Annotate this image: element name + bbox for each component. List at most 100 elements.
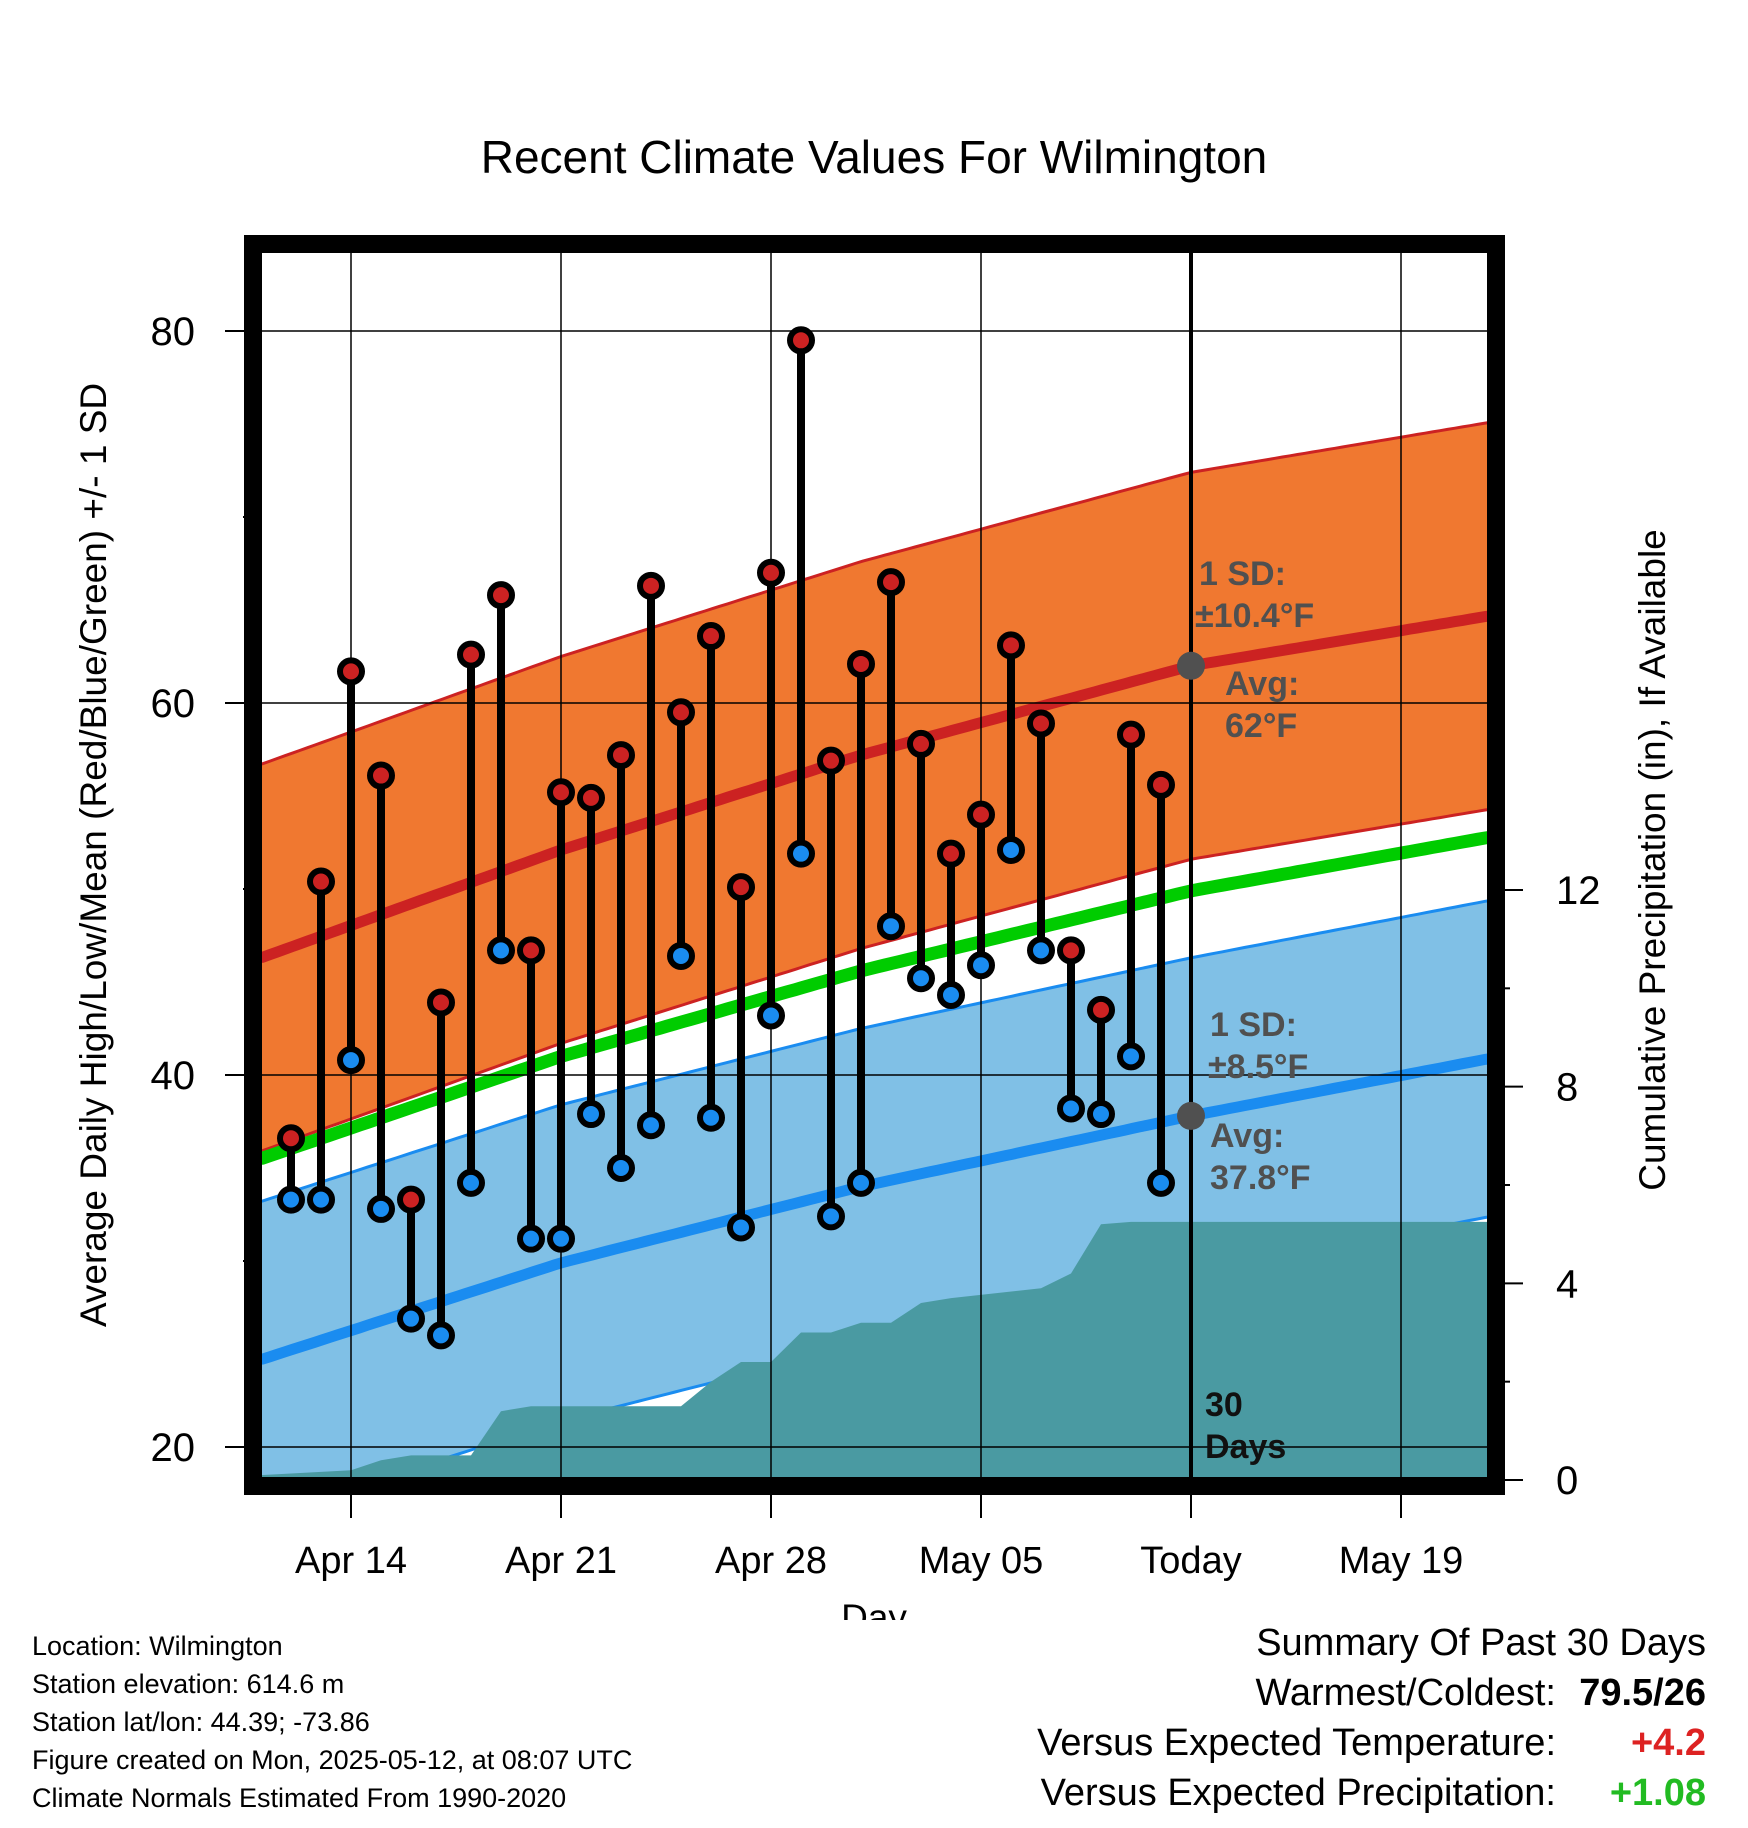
latlon-text: Station lat/lon: 44.39; -73.86	[32, 1707, 370, 1737]
high-point	[787, 326, 815, 355]
low-sd-band-upper-edge	[259, 899, 1489, 1203]
high-point	[727, 873, 755, 902]
today-low-avg-marker	[1177, 1101, 1205, 1130]
high-point	[397, 1185, 425, 1214]
high-sd-band-lower-edge	[259, 807, 1489, 1153]
low-point	[547, 1224, 575, 1253]
high-point	[757, 558, 785, 587]
high-avg-value: 62°F	[1225, 707, 1297, 745]
low-point	[1117, 1042, 1145, 1071]
high-point	[817, 746, 845, 775]
chart-title: Recent Climate Values For Wilmington	[481, 131, 1268, 183]
right-tick-label: 4	[1556, 1262, 1578, 1306]
high-point	[367, 761, 395, 790]
high-point	[697, 622, 725, 651]
high-sd-label: 1 SD:	[1199, 555, 1286, 593]
y-axis-label-left: Average Daily High/Low/Mean (Red/Blue/Gr…	[73, 383, 114, 1327]
high-point	[517, 936, 545, 965]
high-point	[577, 783, 605, 812]
low-point	[397, 1304, 425, 1333]
low-point	[937, 981, 965, 1010]
x-tick-label: Apr 14	[295, 1540, 407, 1582]
high-sd-value: ±10.4°F	[1195, 597, 1314, 635]
high-sd-band	[259, 422, 1489, 1151]
high-point	[997, 631, 1025, 660]
low-point	[607, 1154, 635, 1182]
x-tick-label: Apr 28	[715, 1540, 827, 1582]
high-point	[937, 839, 965, 868]
high-point	[637, 571, 665, 600]
plot-frame	[244, 235, 1505, 1495]
right-tick-label: 8	[1556, 1066, 1578, 1110]
low-point	[997, 835, 1025, 864]
high-point	[277, 1124, 305, 1153]
high-point	[607, 741, 635, 770]
mean-normal-line	[259, 830, 1489, 1165]
x-tick-label: Today	[1140, 1540, 1241, 1582]
summary-panel: Summary Of Past 30 Days Warmest/Coldest:…	[806, 1622, 1706, 1822]
low-point	[967, 951, 995, 980]
low-point	[757, 1001, 785, 1030]
low-point	[787, 839, 815, 868]
temp-anomaly-label: Versus Expected Temperature:	[1037, 1722, 1556, 1764]
low-point	[727, 1213, 755, 1242]
high-point	[667, 698, 695, 727]
low-point	[907, 964, 935, 993]
high-point	[1147, 770, 1175, 799]
climate-chart: Recent Climate Values For Wilmington 1 S…	[73, 131, 1673, 1620]
today-high-avg-marker	[1177, 651, 1205, 680]
normals-source-text: Climate Normals Estimated From 1990-2020	[32, 1783, 567, 1813]
low-point	[1057, 1094, 1085, 1123]
precip-anomaly-label: Versus Expected Precipitation:	[1040, 1772, 1556, 1814]
summary-title: Summary Of Past 30 Days	[1256, 1622, 1706, 1664]
low-point	[367, 1194, 395, 1223]
high-point	[1027, 709, 1055, 738]
low-point	[847, 1168, 875, 1197]
x-axis-label: Day	[841, 1597, 907, 1620]
high-point	[457, 640, 485, 669]
days-label: Days	[1205, 1428, 1286, 1466]
high-point	[877, 568, 905, 597]
x-tick-label: Apr 21	[505, 1540, 617, 1582]
high-point	[907, 729, 935, 758]
high-point	[487, 581, 515, 610]
low-point	[277, 1185, 305, 1214]
high-point	[1087, 995, 1115, 1024]
location-text: Location: Wilmington	[32, 1631, 283, 1661]
low-sd-label: 1 SD:	[1210, 1006, 1297, 1044]
high-point	[547, 778, 575, 807]
low-point	[817, 1202, 845, 1231]
left-tick-label: 20	[151, 1426, 196, 1470]
low-point	[457, 1168, 485, 1197]
x-tick-label: May 19	[1339, 1540, 1464, 1582]
low-point	[1087, 1100, 1115, 1129]
high-point	[847, 649, 875, 678]
elevation-text: Station elevation: 614.6 m	[32, 1669, 345, 1699]
low-point	[487, 936, 515, 965]
right-tick-label: 12	[1556, 869, 1601, 913]
station-info: Location: Wilmington Station elevation: …	[32, 1627, 632, 1817]
high-point	[1117, 720, 1145, 749]
low-sd-value: ±8.5°F	[1208, 1048, 1308, 1086]
temp-anomaly-value: +4.2	[1630, 1722, 1706, 1764]
precip-area	[259, 1221, 1489, 1480]
high-point	[427, 988, 455, 1017]
high-normal-line	[259, 610, 1489, 964]
created-text: Figure created on Mon, 2025-05-12, at 08…	[32, 1745, 633, 1775]
plot-area: 1 SD: ±10.4°F Avg: 62°F 1 SD: ±8.5°F Avg: 37.8°…	[259, 244, 1489, 1480]
low-point	[427, 1321, 455, 1350]
low-avg-label: Avg:	[1210, 1117, 1284, 1155]
left-tick-label: 40	[151, 1054, 196, 1098]
low-point	[337, 1046, 365, 1075]
low-point	[577, 1100, 605, 1129]
high-point	[307, 867, 335, 896]
right-tick-label: 0	[1556, 1459, 1578, 1503]
low-avg-value: 37.8°F	[1210, 1159, 1311, 1197]
high-point	[1057, 936, 1085, 965]
low-sd-band	[259, 900, 1489, 1480]
precip-anomaly-value: +1.08	[1609, 1772, 1706, 1814]
high-sd-band-upper-edge	[259, 421, 1489, 766]
warm-cold-value: 79.5/26	[1579, 1672, 1706, 1714]
low-point	[307, 1185, 335, 1214]
low-point	[517, 1224, 545, 1253]
